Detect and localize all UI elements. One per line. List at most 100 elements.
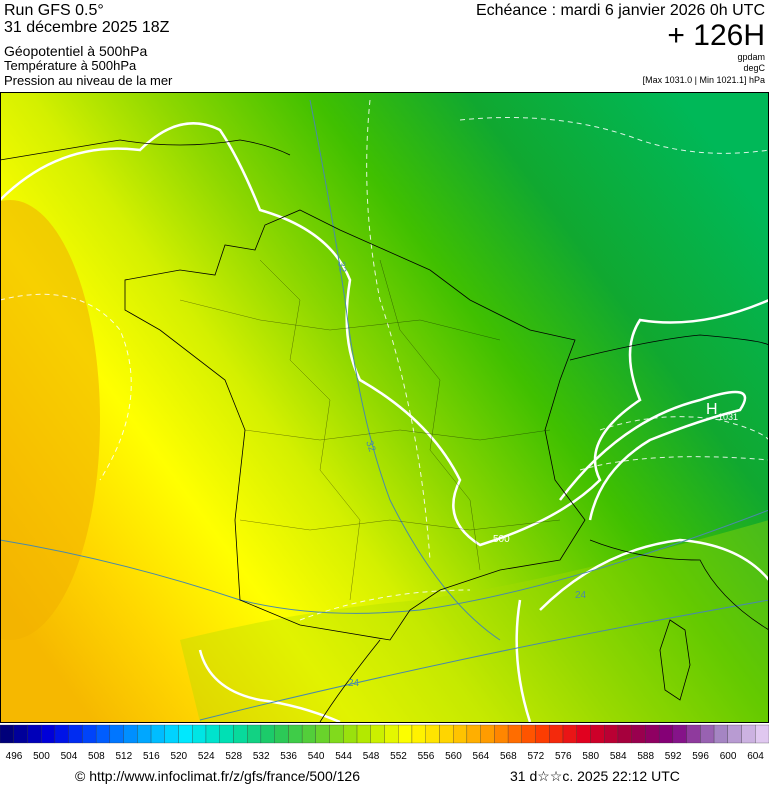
high-pressure-value: 1031 — [718, 412, 738, 422]
map: H 1031 32 24 24 32 500 — [0, 92, 769, 722]
colorbar-label: 604 — [747, 751, 764, 762]
colorbar-label: 592 — [665, 751, 682, 762]
colorbar-cell — [507, 724, 522, 744]
pressure-contours — [0, 99, 769, 621]
temperature-contours — [0, 99, 769, 721]
colorbar-cell — [453, 724, 468, 744]
colorbar-cell — [631, 724, 646, 744]
colorbar-cell — [137, 724, 152, 744]
colorbar-cell — [13, 724, 28, 744]
contour — [0, 122, 769, 547]
boundary — [179, 299, 501, 341]
contour — [199, 599, 769, 721]
colorbar-cell — [439, 724, 454, 744]
colorbar-cell — [384, 724, 399, 744]
field-shading — [0, 200, 100, 640]
departments — [179, 259, 561, 601]
colorbar-label: 524 — [198, 751, 215, 762]
colorbar-cell — [576, 724, 591, 744]
colorbar-label: 552 — [390, 751, 407, 762]
contour — [539, 538, 769, 611]
colorbar-cell — [466, 724, 481, 744]
field-shading — [180, 520, 769, 722]
colorbar: 496 500 504 508 512 516 520 524 528 532 536 540 544 5… — [0, 724, 769, 762]
source-url[interactable]: © http://www.infoclimat.fr/z/gfs/france/… — [75, 768, 360, 784]
colorbar-cell — [535, 724, 550, 744]
colorbar-cell — [480, 724, 495, 744]
contour — [579, 456, 769, 471]
header: Run GFS 0.5° 31 décembre 2025 18Z Géopot… — [4, 2, 766, 88]
colorbar-label: 584 — [610, 751, 627, 762]
colorbar-label: 500 — [33, 751, 50, 762]
colorbar-cell — [301, 724, 316, 744]
colorbar-cell — [54, 724, 69, 744]
colorbar-cell — [356, 724, 371, 744]
contour — [0, 293, 132, 481]
colorbar-cell — [233, 724, 248, 744]
footer: © http://www.infoclimat.fr/z/gfs/france/… — [75, 768, 680, 784]
contour — [198, 649, 341, 722]
colorbar-cell — [247, 724, 262, 744]
colorbar-cell — [713, 724, 728, 744]
colorbar-cell — [27, 724, 42, 744]
colorbar-cell — [370, 724, 385, 744]
contour-label: 24 — [575, 590, 587, 601]
contour — [366, 99, 431, 561]
colorbar-label: 496 — [6, 751, 23, 762]
boundary — [239, 519, 561, 531]
england-coast — [0, 139, 291, 161]
colorbar-label: 516 — [143, 751, 160, 762]
spain-coast — [319, 639, 381, 722]
colorbar-cell — [205, 724, 220, 744]
colorbar-cell — [150, 724, 165, 744]
contour-label: 32 — [335, 261, 348, 274]
colorbar-cell — [315, 724, 330, 744]
colorbar-cell — [260, 724, 275, 744]
colorbar-cell — [41, 724, 56, 744]
colorbar-cell — [398, 724, 413, 744]
colorbar-label: 528 — [225, 751, 242, 762]
colorbar-cell — [82, 724, 97, 744]
colorbar-label: 556 — [418, 751, 435, 762]
contour-label: 500 — [493, 534, 510, 545]
corsica-outline — [659, 619, 691, 701]
colorbar-label: 564 — [473, 751, 490, 762]
colorbar-label: 536 — [280, 751, 297, 762]
colorbar-label: 596 — [692, 751, 709, 762]
colorbar-cell — [617, 724, 632, 744]
colorbar-cell — [658, 724, 674, 744]
contour-label: 24 — [348, 678, 360, 689]
colorbar-cell — [645, 724, 660, 744]
italy-coast — [589, 539, 769, 631]
colorbar-cell — [123, 724, 138, 744]
colorbar-cell — [700, 724, 715, 744]
colorbar-cell — [164, 724, 179, 744]
contour — [299, 589, 471, 621]
alps-border — [569, 334, 769, 361]
contour-label: 32 — [363, 439, 377, 454]
field: Température à 500hPa — [4, 58, 137, 73]
colorbar-label: 580 — [582, 751, 599, 762]
echeance: Echéance : mardi 6 janvier 2026 0h UTC — [476, 2, 765, 19]
colorbar-cell — [425, 724, 440, 744]
colorbar-label: 548 — [363, 751, 380, 762]
field-shading — [0, 92, 769, 722]
pressure-range: [Max 1031.0 | Min 1021.1] hPa — [643, 75, 765, 85]
field: Géopotentiel à 500hPa — [4, 43, 147, 59]
colorbar-cell — [590, 724, 605, 744]
boundary — [379, 259, 481, 571]
colorbar-label: 532 — [253, 751, 270, 762]
contour — [0, 509, 769, 614]
colorbar-cell — [604, 724, 619, 744]
lead-time: + 126H — [667, 19, 765, 52]
contour — [515, 599, 532, 722]
colorbar-cell — [686, 724, 701, 744]
colorbar-label: 572 — [527, 751, 544, 762]
france-outline — [124, 209, 586, 641]
colorbar-label: 600 — [720, 751, 737, 762]
unit: gpdam — [737, 52, 765, 62]
colorbar-cell — [219, 724, 234, 744]
colorbar-label: 508 — [88, 751, 105, 762]
colorbar-cell — [0, 724, 14, 744]
